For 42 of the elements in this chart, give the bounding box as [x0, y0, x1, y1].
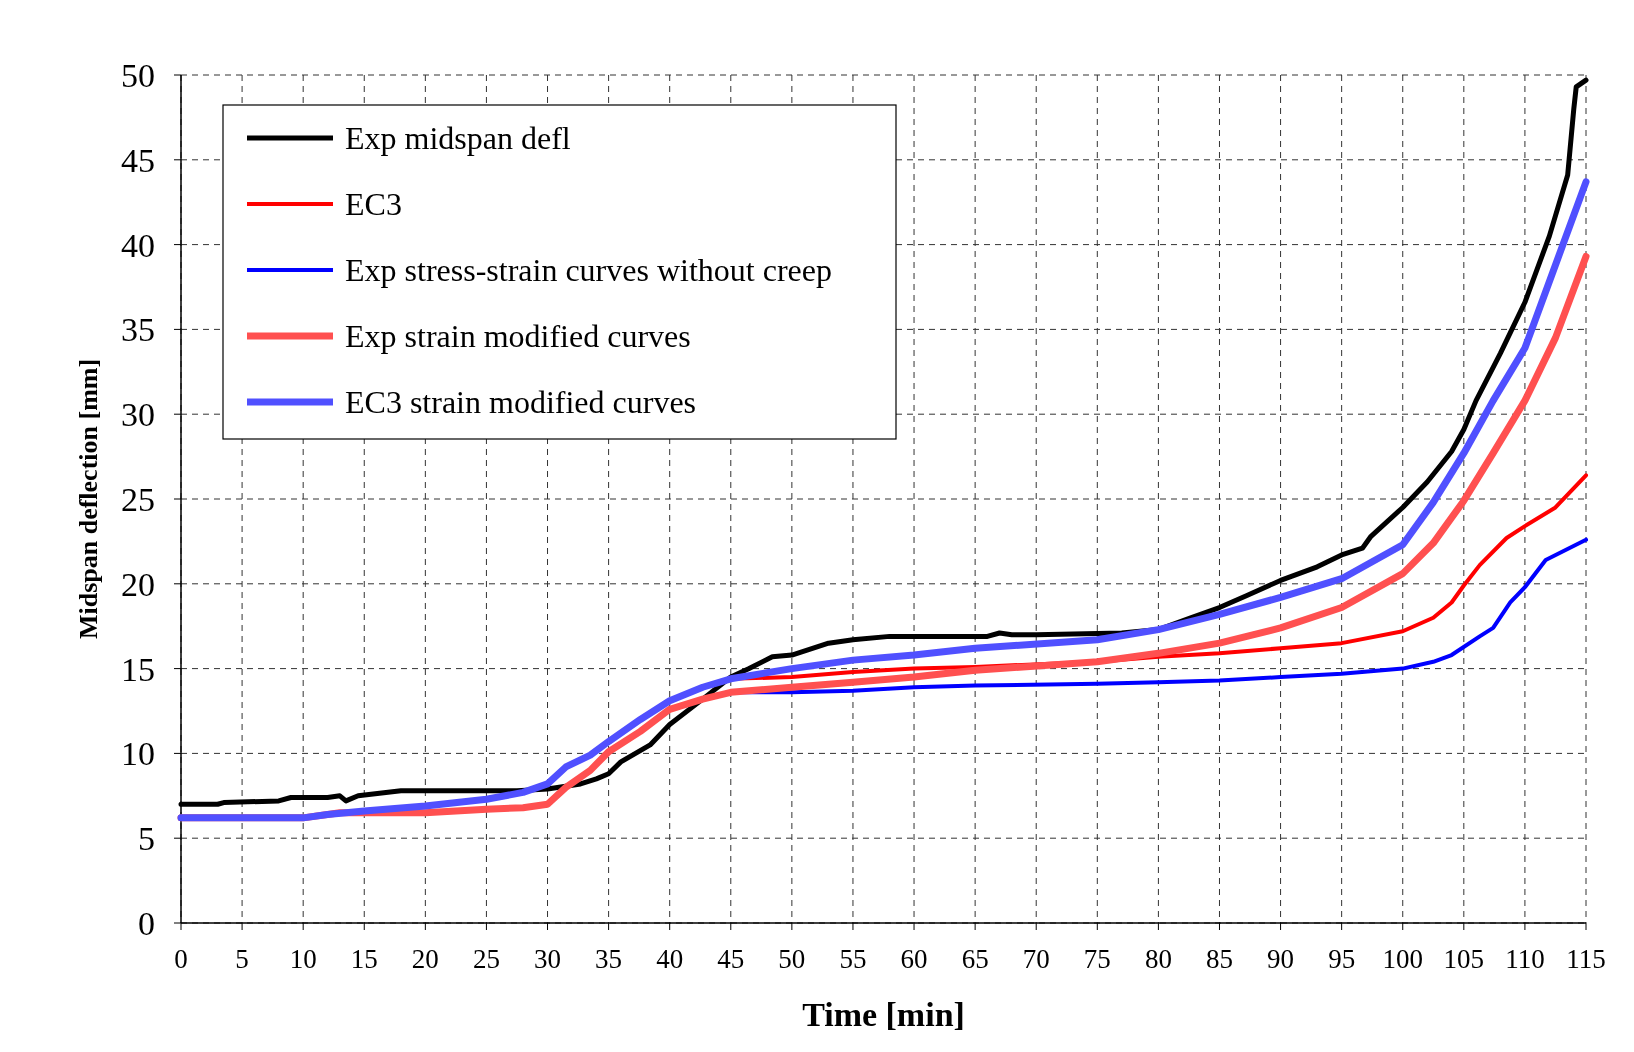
x-tick-label: 105	[1443, 944, 1485, 974]
x-tick-label: 55	[839, 944, 867, 974]
x-tick-label: 110	[1505, 944, 1545, 974]
legend-label: Exp strain modified curves	[345, 318, 691, 354]
x-tick-label: 15	[350, 944, 378, 974]
x-tick-label: 25	[472, 944, 500, 974]
x-tick-label: 45	[717, 944, 745, 974]
legend-label: EC3	[345, 186, 402, 222]
x-tick-label: 0	[174, 944, 188, 974]
x-tick-label: 10	[289, 944, 317, 974]
y-tick-label: 35	[121, 311, 155, 349]
y-tick-label: 50	[121, 57, 155, 94]
x-tick-label: 80	[1144, 944, 1172, 974]
x-tick-label: 115	[1566, 944, 1606, 974]
x-tick-label: 20	[411, 944, 439, 974]
y-tick-label: 45	[121, 141, 155, 179]
x-tick-label: 60	[900, 944, 928, 974]
x-axis-title: Time [min]	[802, 996, 965, 1033]
x-tick-label: 35	[595, 944, 623, 974]
y-tick-label: 20	[121, 565, 155, 603]
legend-label: Exp midspan defl	[345, 120, 571, 156]
x-tick-label: 100	[1382, 944, 1423, 974]
x-tick-label: 30	[534, 944, 562, 974]
x-tick-label: 95	[1328, 944, 1356, 974]
legend-label: Exp stress-strain curves without creep	[345, 252, 832, 288]
legend-label: EC3 strain modified curves	[345, 384, 697, 420]
x-tick-label: 85	[1205, 944, 1233, 974]
y-tick-label: 5	[138, 820, 155, 858]
x-tick-label: 90	[1267, 944, 1295, 974]
x-tick-label: 5	[235, 944, 249, 974]
y-tick-label: 25	[121, 481, 155, 518]
y-axis-title: Midspan deflection [mm]	[74, 358, 103, 640]
x-tick-label: 40	[656, 944, 684, 974]
x-tick-label: 70	[1022, 944, 1050, 974]
x-tick-label: 50	[778, 944, 806, 974]
y-tick-label: 15	[121, 650, 155, 688]
y-tick-label: 30	[121, 396, 155, 434]
x-tick-label: 65	[961, 944, 989, 974]
y-tick-label: 0	[138, 905, 155, 942]
x-tick-label: 75	[1083, 944, 1111, 974]
y-tick-label: 10	[121, 735, 155, 773]
y-tick-label: 40	[121, 226, 155, 264]
